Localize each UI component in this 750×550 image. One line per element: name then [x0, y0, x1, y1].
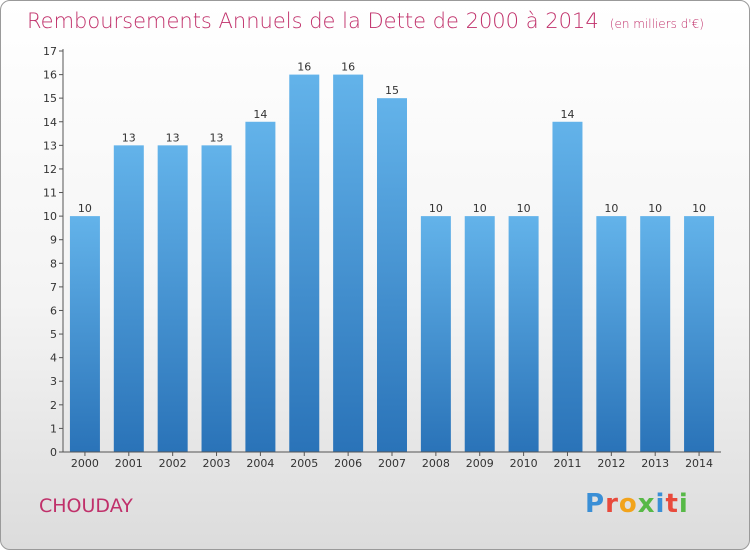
bars-group: 10 13 13 13 14 16 16 15 10 10 10 14 10 10 10 — [69, 61, 715, 453]
y-tick-label-8: 8 — [50, 257, 57, 270]
x-tick-label-2012: 2012 — [597, 457, 625, 470]
bar-value-label-2010: 10 — [517, 202, 531, 215]
y-tick-label-9: 9 — [50, 234, 57, 247]
x-tick-label-2003: 2003 — [203, 457, 231, 470]
bar-2000 — [69, 216, 100, 452]
bar-2006 — [333, 74, 364, 453]
bar-2011 — [552, 121, 583, 452]
y-tick-label-15: 15 — [43, 92, 57, 105]
logo-letter: i — [678, 489, 689, 519]
y-tick-label-3: 3 — [50, 375, 57, 388]
y-tick-label-11: 11 — [43, 187, 57, 200]
chart-title-unit: (en milliers d'€) — [609, 17, 704, 31]
x-tick-label-2007: 2007 — [378, 457, 406, 470]
bar-value-label-2011: 14 — [560, 108, 574, 121]
x-tick-label-2014: 2014 — [685, 457, 713, 470]
bar-value-label-2008: 10 — [429, 202, 443, 215]
x-tick-label-2009: 2009 — [466, 457, 494, 470]
logo-letter: x — [637, 489, 656, 519]
bar-2009 — [464, 216, 495, 452]
y-tick-label-13: 13 — [43, 139, 57, 152]
logo-letter: r — [605, 489, 619, 519]
bar-2013 — [640, 216, 671, 452]
bar-value-label-2000: 10 — [78, 202, 92, 215]
bar-value-label-2005: 16 — [297, 61, 311, 74]
bar-2014 — [684, 216, 715, 452]
bar-value-label-2003: 13 — [210, 131, 224, 144]
y-tick-label-1: 1 — [50, 422, 57, 435]
chart-title-main: Remboursements Annuels de la Dette de 20… — [27, 9, 599, 33]
bar-value-label-2007: 15 — [385, 84, 399, 97]
bar-value-label-2014: 10 — [692, 202, 706, 215]
x-tick-label-2010: 2010 — [510, 457, 538, 470]
y-tick-label-6: 6 — [50, 304, 57, 317]
y-tick-label-12: 12 — [43, 163, 57, 176]
logo-letter: i — [655, 489, 666, 519]
bar-2010 — [508, 216, 539, 452]
x-tick-label-2001: 2001 — [115, 457, 143, 470]
bar-2005 — [289, 74, 320, 453]
bar-2007 — [377, 98, 407, 453]
y-tick-label-17: 17 — [43, 45, 57, 58]
bar-value-label-2002: 13 — [166, 131, 180, 144]
proxiti-logo: Proxiti — [585, 489, 689, 519]
bar-value-label-2009: 10 — [473, 202, 487, 215]
x-tick-label-2013: 2013 — [641, 457, 669, 470]
bar-value-label-2006: 16 — [341, 61, 355, 74]
y-tick-label-7: 7 — [50, 281, 57, 294]
y-tick-label-4: 4 — [50, 352, 57, 365]
y-tick-label-16: 16 — [43, 69, 57, 82]
y-tick-label-10: 10 — [43, 210, 57, 223]
y-tick-label-0: 0 — [50, 446, 57, 459]
bar-value-label-2012: 10 — [604, 202, 618, 215]
bar-value-label-2001: 13 — [122, 131, 136, 144]
y-tick-label-5: 5 — [50, 328, 57, 341]
x-tick-label-2000: 2000 — [71, 457, 99, 470]
x-tick-label-2008: 2008 — [422, 457, 450, 470]
x-tick-label-2005: 2005 — [290, 457, 318, 470]
bar-2001 — [113, 145, 144, 452]
axes-group: 2000 2001 2002 2003 2004 2005 2006 2007 2008 2009… — [43, 45, 721, 470]
y-tick-label-2: 2 — [50, 399, 57, 412]
bar-2012 — [596, 216, 627, 452]
bar-value-label-2013: 10 — [648, 202, 662, 215]
x-tick-label-2004: 2004 — [246, 457, 274, 470]
x-tick-label-2006: 2006 — [334, 457, 362, 470]
bar-value-label-2004: 14 — [253, 108, 267, 121]
logo-letter: t — [665, 489, 679, 519]
logo-letter: P — [585, 489, 606, 519]
bar-2008 — [420, 216, 451, 452]
commune-name: CHOUDAY — [39, 495, 133, 517]
logo-letter: o — [618, 489, 638, 519]
bar-2004 — [245, 121, 276, 452]
x-tick-label-2011: 2011 — [553, 457, 581, 470]
bar-2002 — [157, 145, 188, 452]
chart-title: Remboursements Annuels de la Dette de 20… — [27, 9, 704, 33]
bar-2003 — [201, 145, 232, 452]
y-tick-label-14: 14 — [43, 116, 57, 129]
x-tick-label-2002: 2002 — [159, 457, 187, 470]
